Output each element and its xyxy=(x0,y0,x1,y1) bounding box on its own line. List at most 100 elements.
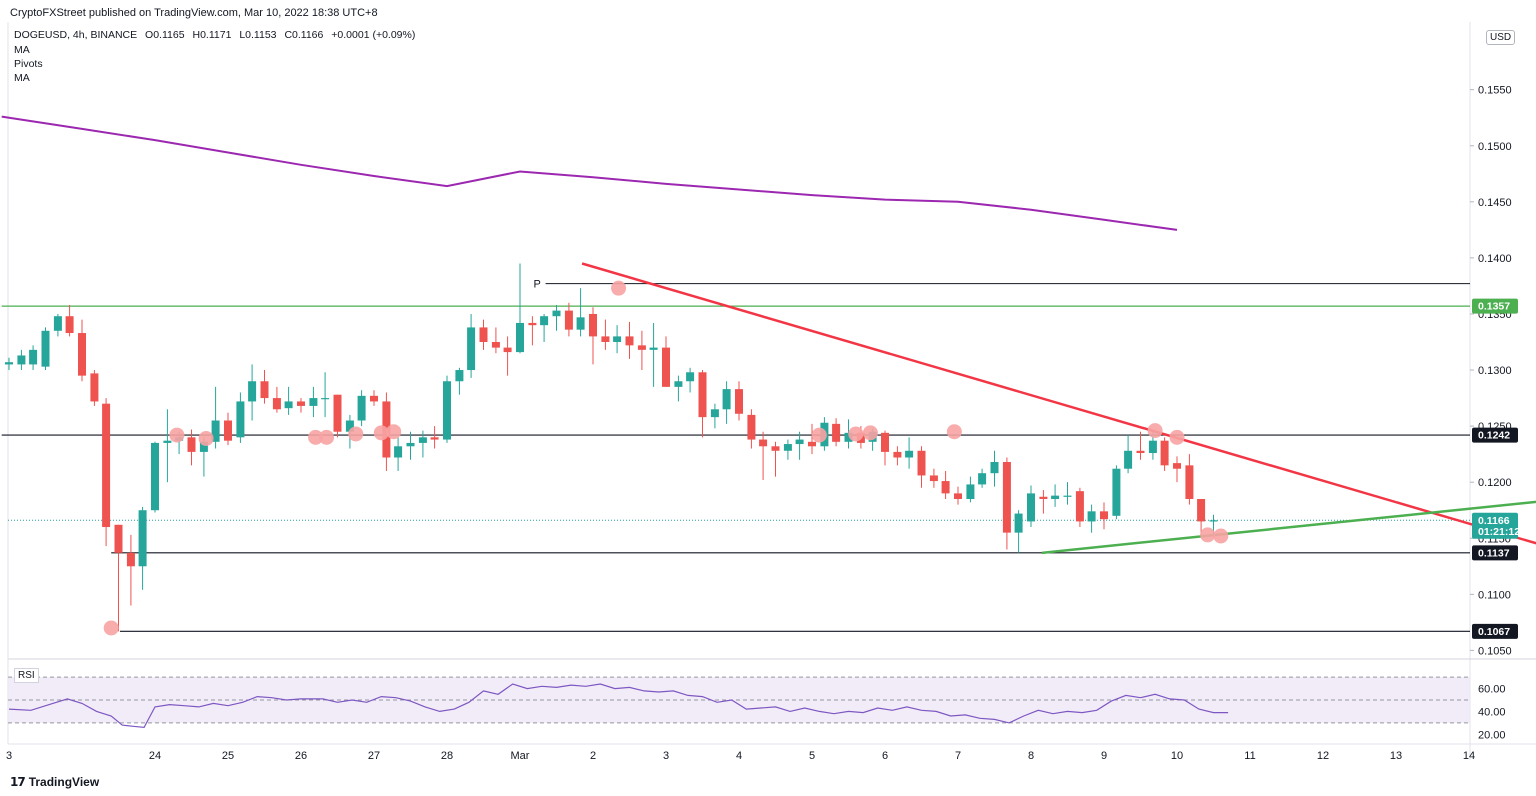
time-tick-label: 3 xyxy=(663,750,669,762)
price-tag-label: 0.1067 xyxy=(1478,626,1510,638)
candle-body xyxy=(467,327,476,371)
candle-body xyxy=(1087,511,1096,522)
indicator-ma-label[interactable]: MA xyxy=(14,44,30,56)
candle-body xyxy=(783,444,792,451)
candle-body xyxy=(29,349,38,365)
candle-body xyxy=(394,446,403,458)
candle-body xyxy=(224,420,232,441)
candle-body xyxy=(1160,440,1169,466)
candle-body xyxy=(479,327,488,342)
candle-body xyxy=(747,414,756,440)
candle-body xyxy=(637,345,646,350)
time-tick-label: 4 xyxy=(736,750,742,762)
time-tick-label: 26 xyxy=(295,750,307,762)
candle-body xyxy=(236,401,245,438)
time-tick-label: 27 xyxy=(368,750,380,762)
pivot-marker xyxy=(862,425,878,441)
price-tag-countdown: 01:21:12 xyxy=(1478,526,1520,538)
candle-body xyxy=(1014,513,1023,533)
price-tag xyxy=(1472,545,1518,561)
candle-body xyxy=(649,347,658,350)
pivot-marker xyxy=(103,620,119,636)
pivot-marker xyxy=(811,427,827,443)
candle-body xyxy=(941,481,950,494)
candle-body xyxy=(41,330,50,367)
time-tick-label: 11 xyxy=(1244,750,1255,762)
trendline xyxy=(1041,500,1536,555)
price-tick-label: 0.1450 xyxy=(1478,197,1512,209)
candle-body xyxy=(613,336,622,342)
candle-body xyxy=(151,442,159,511)
pivot-marker xyxy=(611,280,627,296)
candle-body xyxy=(686,372,695,382)
time-tick-label: 2 xyxy=(590,750,596,762)
pivot-marker xyxy=(169,427,185,443)
tradingview-brand: TradingView xyxy=(28,775,100,789)
candle-body xyxy=(576,317,585,330)
pivot-marker xyxy=(1213,528,1229,544)
pivot-marker xyxy=(848,426,864,442)
pivot-marker xyxy=(373,425,389,441)
candle-body xyxy=(284,401,293,409)
time-tick-label: 14 xyxy=(1463,750,1475,762)
candle-body xyxy=(406,442,415,447)
candle-body xyxy=(138,510,147,567)
pivot-marker xyxy=(319,429,335,445)
candle-body xyxy=(65,316,74,334)
high-value: H0.1171 xyxy=(192,29,232,41)
symbol-name[interactable]: DOGEUSD, 4h, BINANCE xyxy=(14,29,138,41)
candle-body xyxy=(929,475,938,482)
price-tick-label: 0.1050 xyxy=(1478,645,1512,657)
candle-body xyxy=(187,437,196,452)
candle-body xyxy=(735,389,743,414)
time-tick-label: 7 xyxy=(955,750,961,762)
candle-body xyxy=(272,398,281,410)
candle-body xyxy=(102,403,111,528)
pivot-marker xyxy=(1147,423,1163,439)
candle-body xyxy=(601,336,610,342)
time-tick-label: 9 xyxy=(1101,750,1107,762)
indicator-pivots-label[interactable]: Pivots xyxy=(14,58,43,70)
rsi-line xyxy=(8,683,1229,729)
open-value: O0.1165 xyxy=(145,29,185,41)
time-tick-label: 28 xyxy=(441,750,453,762)
change-value: +0.0001 (+0.09%) xyxy=(331,29,416,41)
candle-body xyxy=(905,450,914,458)
candle-body xyxy=(5,362,13,365)
candle-body xyxy=(491,342,500,348)
currency-unit-badge[interactable]: USD xyxy=(1486,30,1516,45)
candle-body xyxy=(795,439,804,445)
candle-body xyxy=(589,313,597,337)
candle-body xyxy=(297,401,305,406)
candle-body xyxy=(832,423,841,442)
candle-body xyxy=(126,552,135,567)
price-tag-label: 0.1166 xyxy=(1478,515,1510,527)
rsi-label[interactable]: RSI xyxy=(14,668,39,683)
candle-body xyxy=(710,409,719,418)
candle-body xyxy=(1173,463,1181,469)
candle-body xyxy=(78,333,86,376)
time-tick-label: 10 xyxy=(1171,750,1183,762)
candle-body xyxy=(1002,461,1011,533)
tradingview-mark-icon: 17 xyxy=(10,775,26,789)
price-tick-label: 0.1400 xyxy=(1478,253,1512,265)
pivot-marker xyxy=(1169,429,1185,445)
trendline xyxy=(581,262,1536,545)
candle-body xyxy=(357,395,366,421)
candle-body xyxy=(503,347,512,353)
candle-body xyxy=(625,336,634,346)
candle-body xyxy=(881,432,889,452)
candle-body xyxy=(771,446,780,451)
price-tick-label: 0.1100 xyxy=(1478,589,1511,601)
price-tag-label: 0.1137 xyxy=(1478,547,1510,559)
price-tag xyxy=(1472,298,1518,314)
tradingview-logo[interactable]: 17 TradingView xyxy=(10,775,99,789)
candle-body xyxy=(1124,450,1133,469)
price-tag xyxy=(1472,512,1518,539)
pivot-marker xyxy=(348,426,364,442)
candle-body xyxy=(990,461,999,474)
indicator-ma2-label[interactable]: MA xyxy=(14,72,30,84)
candle-body xyxy=(1112,468,1121,516)
candle-body xyxy=(430,437,439,440)
